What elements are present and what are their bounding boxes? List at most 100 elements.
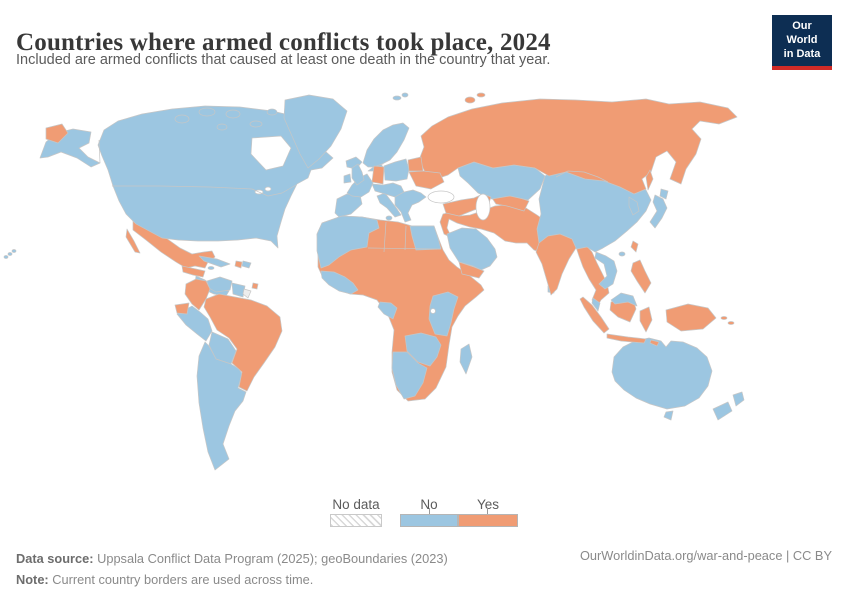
- owid-logo-line1: Our World: [786, 20, 818, 46]
- great-lake: [264, 186, 272, 192]
- country-java: [606, 333, 647, 344]
- data-source-label: Data source:: [16, 551, 94, 566]
- country-poland-baltics: [383, 158, 410, 182]
- svalbard-island: [392, 95, 402, 101]
- country-new-guinea: [665, 303, 717, 332]
- country-hainan: [618, 251, 626, 257]
- footer-left: Data source: Uppsala Conflict Data Progr…: [16, 548, 448, 591]
- legend-no-tick: [429, 508, 430, 514]
- legend-no-label: No: [420, 497, 438, 512]
- country-borneo-malaysia: [610, 292, 638, 307]
- hawaii-island: [3, 255, 9, 259]
- solomon-island: [720, 316, 728, 320]
- country-trinidad: [251, 282, 259, 290]
- arctic-island: [174, 114, 190, 124]
- note-text: Current country borders are used across …: [48, 572, 314, 588]
- country-greenland: [283, 94, 348, 169]
- legend-no-data-swatch[interactable]: [330, 514, 382, 527]
- country-zambia-zimbabwe: [404, 332, 442, 367]
- sahel-border: [367, 247, 442, 250]
- country-uk: [351, 163, 365, 186]
- country-japan: [649, 194, 668, 229]
- country-koreas: [628, 196, 640, 216]
- country-guinea-coast: [320, 270, 359, 295]
- country-gabon-congo: [377, 301, 398, 320]
- arctic-island: [198, 107, 216, 117]
- country-peru: [176, 305, 213, 342]
- country-india: [535, 233, 577, 296]
- us-canada-border: [112, 184, 297, 197]
- solomon-island: [727, 321, 735, 325]
- country-malaysia: [591, 297, 601, 312]
- region-french-guiana-nodata: [242, 288, 252, 299]
- country-australia: [611, 337, 713, 410]
- country-guyana-suriname: [231, 282, 246, 298]
- country-russia: [418, 98, 738, 195]
- country-kenya-tanzania: [428, 291, 459, 337]
- country-ecuador: [174, 302, 190, 315]
- hawaii-island: [7, 252, 13, 256]
- map-internal-borders: [98, 139, 609, 253]
- country-yemen: [458, 261, 485, 279]
- legend-yes-swatch[interactable]: [458, 514, 518, 527]
- legend-no-data-label: No data: [332, 497, 380, 512]
- country-egypt: [409, 225, 442, 251]
- country-germany: [371, 165, 385, 185]
- country-balkans: [394, 189, 427, 223]
- country-sumatra: [579, 296, 610, 334]
- country-indochina: [594, 251, 618, 290]
- country-madagascar: [459, 343, 473, 375]
- hudson-bay: [250, 135, 292, 171]
- country-france: [346, 173, 374, 198]
- country-sakhalin: [645, 169, 654, 191]
- country-dominican-republic: [241, 260, 252, 269]
- country-haiti: [234, 260, 243, 269]
- arctic-island: [266, 108, 278, 116]
- page-title: Countries where armed conflicts took pla…: [16, 28, 551, 56]
- map-water-overlays: [242, 135, 491, 314]
- country-southern-cone: [196, 341, 247, 471]
- country-italy: [376, 192, 402, 218]
- arctic-island: [249, 120, 263, 128]
- country-hokkaido: [659, 188, 669, 200]
- legend-no-swatch[interactable]: [400, 514, 458, 527]
- arctic-island: [225, 109, 241, 119]
- country-new-zealand-south: [712, 401, 733, 421]
- country-southern-africa: [391, 351, 428, 400]
- note-label: Note:: [16, 572, 49, 588]
- data-source-text: Uppsala Conflict Data Program (2025); ge…: [93, 551, 448, 566]
- country-sicily: [385, 215, 393, 221]
- legend-yes-label: Yes: [476, 497, 500, 512]
- country-tasmania: [663, 410, 674, 421]
- lake-victoria: [430, 308, 436, 314]
- country-philippines: [630, 259, 652, 294]
- sahara-border: [383, 221, 387, 253]
- country-brazil: [203, 293, 283, 392]
- footer-attribution[interactable]: OurWorldinData.org/war-and-peace | CC BY: [579, 548, 832, 563]
- country-ireland: [343, 173, 352, 184]
- country-jamaica: [207, 266, 215, 270]
- country-region-myanmar-thailand: [575, 243, 610, 308]
- country-iberia: [334, 193, 363, 218]
- data-source-line: Data source: Uppsala Conflict Data Progr…: [16, 548, 448, 569]
- country-northwest-africa: [316, 215, 380, 269]
- country-mexico-baja: [125, 228, 141, 254]
- country-guatemala-honduras: [181, 265, 206, 278]
- country-cuba: [198, 255, 231, 268]
- country-sulawesi: [639, 306, 653, 333]
- owid-logo-line2: in Data: [783, 47, 821, 60]
- sahara-border: [404, 225, 407, 251]
- hawaii-island: [11, 249, 17, 253]
- owid-logo[interactable]: Our World in Data: [772, 15, 832, 71]
- mongolia-border: [555, 170, 609, 183]
- note-line: Note: Current country borders are used a…: [16, 569, 448, 590]
- svalbard-island: [401, 92, 409, 98]
- country-timor: [649, 339, 660, 347]
- novaya-zemlya: [476, 92, 486, 98]
- caspian-sea: [475, 193, 491, 221]
- black-sea: [427, 190, 455, 204]
- country-saudi-oman: [446, 227, 498, 271]
- map-regions-conflict[interactable]: [45, 92, 738, 392]
